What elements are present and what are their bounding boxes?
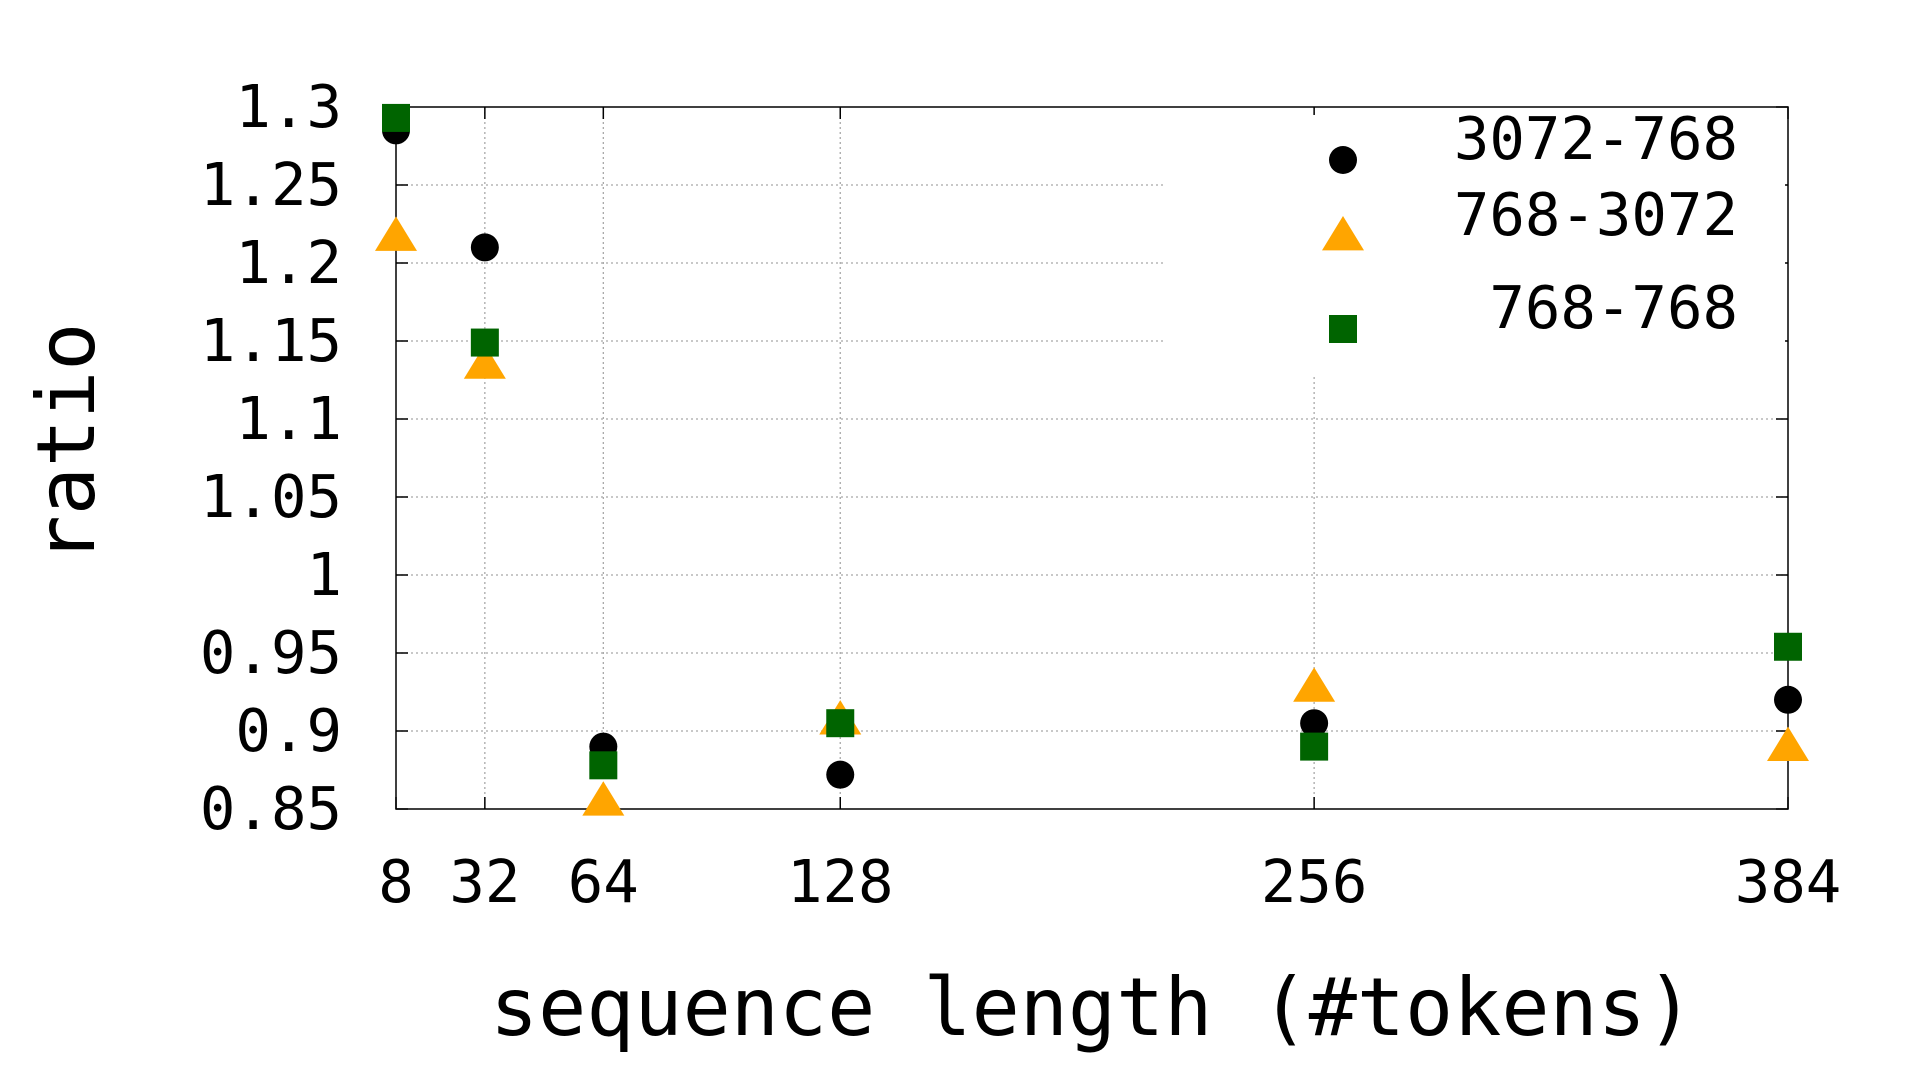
data-point-circle bbox=[1774, 685, 1802, 714]
x-axis-title: sequence length (#tokens) bbox=[490, 961, 1694, 1054]
data-point-square bbox=[1774, 632, 1802, 661]
legend-label: 3072-768 bbox=[1454, 104, 1738, 173]
data-point-square bbox=[382, 103, 410, 132]
data-point-square bbox=[1300, 732, 1329, 761]
legend-background bbox=[1165, 115, 1785, 375]
data-point-circle bbox=[470, 233, 499, 262]
y-tick-label: 1.1 bbox=[235, 384, 342, 453]
legend: 3072-768 768-3072 768-768 bbox=[1165, 104, 1785, 375]
y-tick-label: 1.15 bbox=[200, 306, 342, 375]
data-point-triangle bbox=[582, 781, 625, 816]
legend-label: 768-768 bbox=[1489, 273, 1738, 342]
data-point-square bbox=[826, 709, 855, 738]
plot-area-border bbox=[395, 106, 1789, 810]
data-point-triangle bbox=[1767, 726, 1809, 761]
data-point-triangle bbox=[1293, 667, 1336, 702]
y-tick-label: 0.85 bbox=[200, 774, 342, 843]
legend-marker-triangle bbox=[1322, 216, 1364, 251]
x-tick-label: 256 bbox=[1261, 847, 1368, 916]
data-point-circle bbox=[1300, 709, 1329, 738]
data-points bbox=[375, 103, 1809, 816]
y-tick-label: 0.95 bbox=[200, 618, 342, 687]
y-tick-label: 1.2 bbox=[235, 228, 342, 297]
y-tick-label: 0.9 bbox=[235, 696, 342, 765]
x-tick-label: 384 bbox=[1735, 847, 1842, 916]
y-axis-title: ratio bbox=[20, 323, 113, 564]
x-tick-label: 32 bbox=[449, 847, 520, 916]
x-tick-label: 8 bbox=[378, 847, 414, 916]
data-point-square bbox=[589, 751, 618, 780]
legend-marker-square bbox=[1329, 315, 1357, 343]
y-tick-label: 1.05 bbox=[200, 462, 342, 531]
legend-marker-circle bbox=[1329, 146, 1357, 174]
legend-label: 768-3072 bbox=[1454, 180, 1738, 249]
x-tick-label: 64 bbox=[568, 847, 639, 916]
y-tick-label: 1 bbox=[306, 540, 342, 609]
data-point-square bbox=[470, 328, 499, 357]
x-tick-label: 128 bbox=[787, 847, 894, 916]
y-tick-label: 1.3 bbox=[235, 72, 342, 141]
data-point-triangle bbox=[375, 216, 417, 251]
data-point-circle bbox=[826, 760, 855, 789]
axis-ticks: 0.85 0.9 0.95 1 1.05 1.1 1.15 1.2 1.25 1.3 8 32 64 12… bbox=[200, 72, 1841, 916]
y-tick-label: 1.25 bbox=[200, 150, 342, 219]
data-point-triangle bbox=[463, 344, 506, 379]
